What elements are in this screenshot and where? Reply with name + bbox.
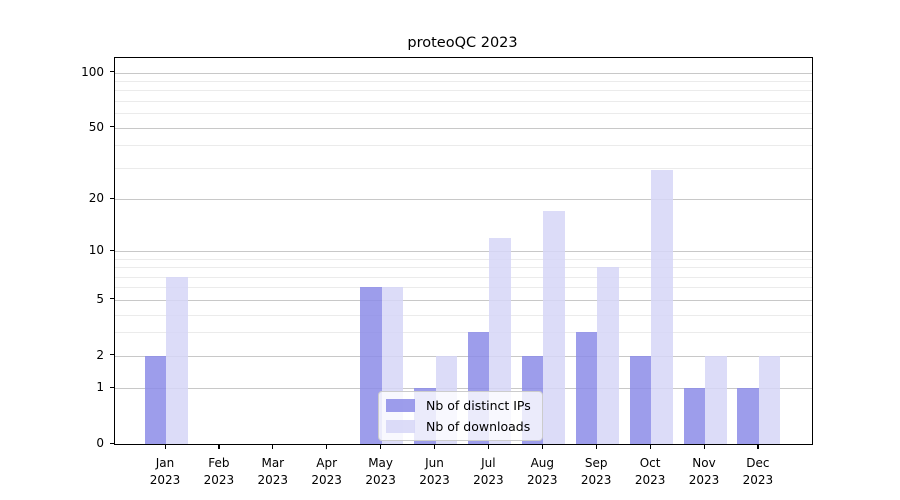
x-tick-mark-apr <box>326 444 328 449</box>
x-tick-label-nov: Nov 2023 <box>688 456 720 487</box>
y-tick-label-100: 100 <box>81 64 104 79</box>
bar-downloads-jan <box>166 276 188 444</box>
major-gridline-5 <box>115 299 812 301</box>
y-tick-label-0: 0 <box>96 436 104 450</box>
x-tick-label-aug: Aug 2023 <box>527 456 558 487</box>
y-tick-label-10: 10 <box>88 243 104 257</box>
x-tick-mark-jul <box>487 444 490 449</box>
legend-entry-distinct-ips: Nb of distinct IPs <box>386 398 531 413</box>
x-tick-mark-may <box>380 444 382 449</box>
bar-distinct-ips-may <box>360 287 382 444</box>
y-tick-mark-5 <box>109 298 114 300</box>
minor-gridline-60 <box>115 113 812 115</box>
minor-gridline-8 <box>115 267 812 269</box>
major-gridline-50 <box>115 127 812 129</box>
x-tick-label-may: May 2023 <box>365 456 396 487</box>
minor-gridline-70 <box>115 100 812 102</box>
bar-distinct-ips-sep <box>575 332 598 444</box>
legend: Nb of distinct IPs Nb of downloads <box>378 391 543 441</box>
major-gridline-10 <box>115 251 812 252</box>
y-tick-mark-0 <box>109 442 114 444</box>
legend-label-downloads: Nb of downloads <box>426 419 531 434</box>
chart-title: proteoQC 2023 <box>407 35 518 51</box>
bar-downloads-nov <box>705 355 727 444</box>
bar-downloads-aug <box>543 211 565 444</box>
plot-area: Nb of distinct IPs Nb of downloads <box>114 57 813 445</box>
bar-downloads-oct <box>651 170 673 444</box>
y-tick-label-5: 5 <box>96 291 104 306</box>
bar-distinct-ips-oct <box>629 355 652 444</box>
x-tick-label-jun: Jun 2023 <box>419 456 450 487</box>
bar-distinct-ips-nov <box>683 388 705 444</box>
x-tick-label-jan: Jan 2023 <box>149 456 181 487</box>
minor-gridline-90 <box>115 80 812 82</box>
y-tick-label-2: 2 <box>96 347 104 362</box>
y-tick-mark-1 <box>109 386 114 388</box>
legend-entry-downloads: Nb of downloads <box>386 419 531 434</box>
y-tick-label-50: 50 <box>88 119 104 134</box>
x-tick-label-dec: Dec 2023 <box>742 456 774 487</box>
legend-swatch-distinct-ips <box>386 399 415 412</box>
y-tick-mark-20 <box>109 197 114 199</box>
bar-downloads-dec <box>758 355 781 444</box>
minor-gridline-80 <box>115 90 812 92</box>
y-tick-label-20: 20 <box>88 191 104 205</box>
minor-gridline-4 <box>115 314 812 316</box>
major-gridline-2 <box>115 355 812 357</box>
y-tick-mark-10 <box>109 249 114 251</box>
major-gridline-1 <box>115 388 812 390</box>
minor-gridline-3 <box>115 332 812 334</box>
legend-swatch-downloads <box>386 420 415 433</box>
x-tick-label-jul: Jul 2023 <box>473 456 504 487</box>
minor-gridline-9 <box>115 258 812 260</box>
y-tick-mark-50 <box>109 126 114 128</box>
x-tick-mark-jan <box>164 444 166 449</box>
x-tick-mark-nov <box>703 444 705 449</box>
x-tick-mark-feb <box>218 444 220 449</box>
x-tick-mark-sep <box>595 444 597 449</box>
y-tick-label-1: 1 <box>96 380 104 395</box>
x-tick-label-mar: Mar 2023 <box>257 456 289 487</box>
minor-gridline-7 <box>115 276 812 278</box>
x-tick-mark-dec <box>757 444 759 449</box>
minor-gridline-30 <box>115 167 812 169</box>
x-tick-mark-aug <box>541 444 543 449</box>
minor-gridline-6 <box>115 287 812 289</box>
major-gridline-100 <box>115 72 812 74</box>
bar-downloads-sep <box>597 267 619 444</box>
minor-gridline-40 <box>115 145 812 147</box>
x-tick-label-apr: Apr 2023 <box>311 456 342 487</box>
legend-label-distinct-ips: Nb of distinct IPs <box>426 398 531 413</box>
bar-distinct-ips-dec <box>737 388 759 444</box>
x-tick-label-oct: Oct 2023 <box>634 456 666 487</box>
x-tick-mark-mar <box>272 444 274 449</box>
y-tick-mark-100 <box>109 71 114 73</box>
x-tick-mark-oct <box>649 444 651 449</box>
major-gridline-20 <box>115 199 812 200</box>
x-tick-label-sep: Sep 2023 <box>580 456 612 487</box>
bar-distinct-ips-jan <box>144 355 166 444</box>
x-tick-label-feb: Feb 2023 <box>203 456 235 487</box>
y-tick-mark-2 <box>109 354 114 356</box>
x-tick-mark-jun <box>434 444 436 449</box>
